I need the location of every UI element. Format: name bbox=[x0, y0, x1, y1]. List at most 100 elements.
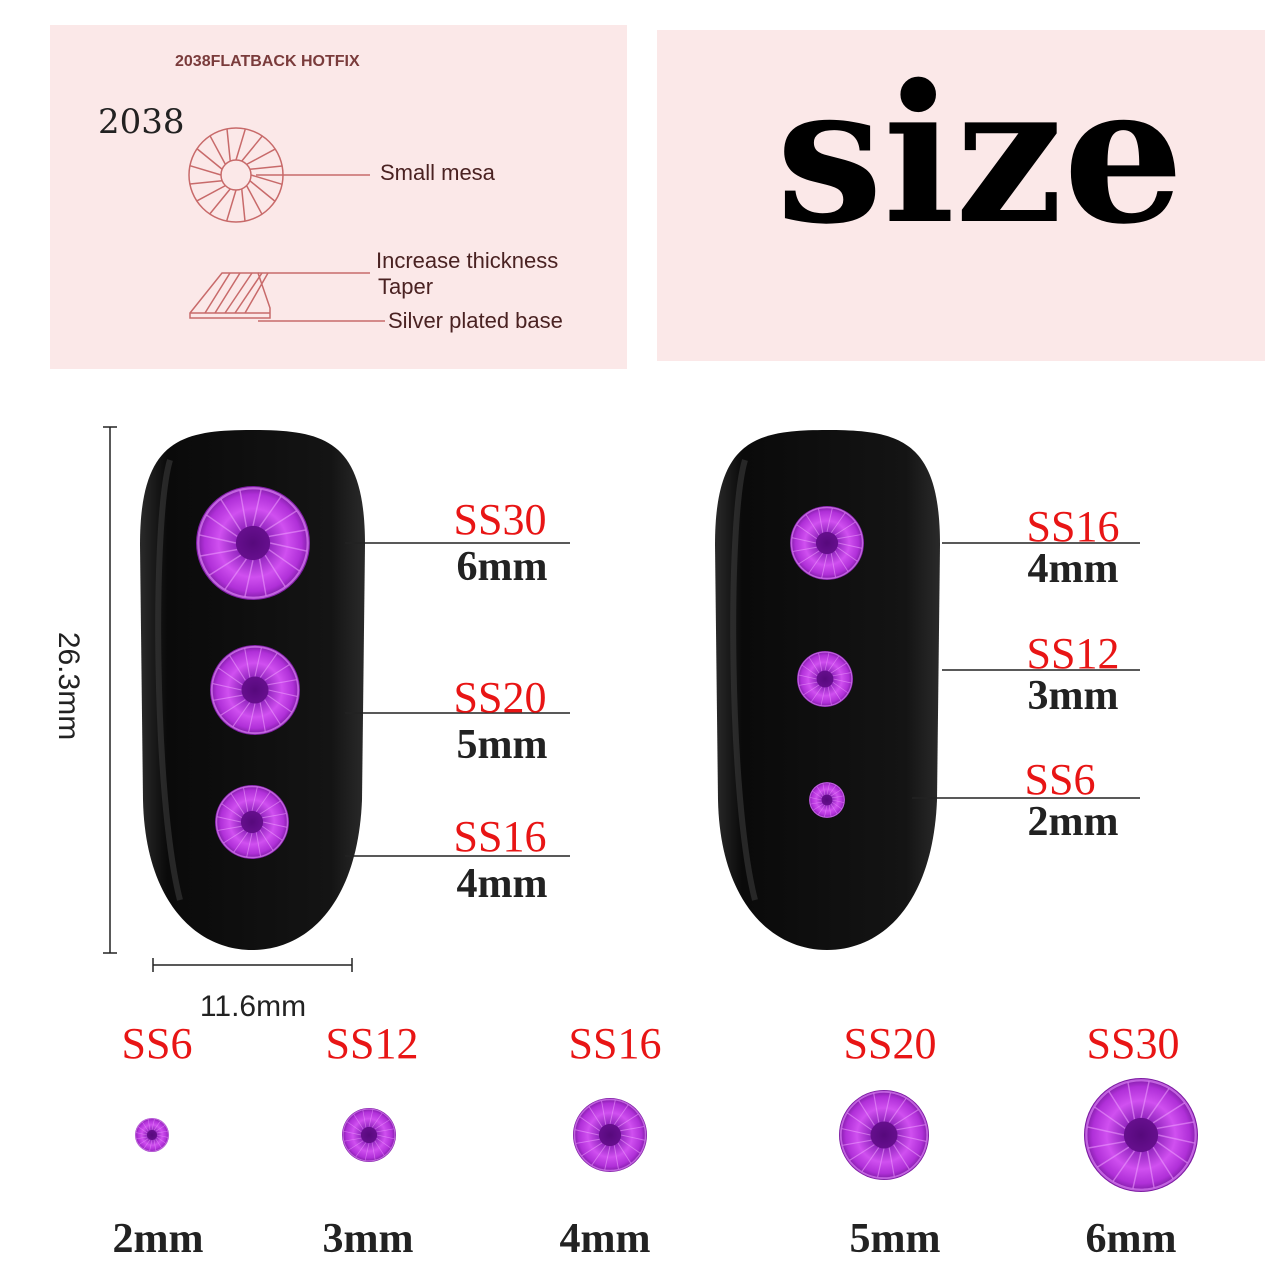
side-view-diagram bbox=[189, 272, 385, 322]
gem-facet bbox=[581, 1142, 603, 1157]
gem-facet bbox=[831, 801, 842, 810]
nail-left-code: SS16 bbox=[453, 812, 547, 861]
size-row-code: SS12 bbox=[325, 1019, 419, 1068]
gem-facet bbox=[371, 1112, 383, 1128]
nail-right-size: 2mm bbox=[1027, 799, 1119, 845]
gem-facet bbox=[244, 648, 251, 678]
gem-facet bbox=[888, 1147, 895, 1177]
nail-highlight bbox=[155, 459, 183, 901]
gem-facet bbox=[246, 832, 253, 857]
diagram-panel bbox=[50, 25, 627, 369]
gem-facet bbox=[224, 558, 248, 590]
dimension-lines bbox=[103, 426, 353, 972]
gem-facet bbox=[858, 1100, 875, 1126]
gem-facet bbox=[1087, 1126, 1125, 1136]
gem-facet bbox=[897, 1134, 927, 1142]
gem-facet bbox=[264, 510, 297, 532]
gem-facet bbox=[1112, 1150, 1136, 1182]
gem-facet bbox=[1108, 1091, 1130, 1124]
nail-left-size: 4mm bbox=[456, 861, 548, 907]
gem-facet bbox=[251, 787, 258, 812]
gem-facet bbox=[213, 694, 243, 701]
size-row-size: 6mm bbox=[1085, 1216, 1177, 1262]
gem-rim bbox=[215, 785, 289, 859]
rhinestone bbox=[573, 1098, 647, 1172]
gem-facet bbox=[355, 1142, 367, 1158]
rhinestone bbox=[135, 1118, 169, 1152]
gem-facet bbox=[348, 1140, 364, 1151]
rhinestone bbox=[839, 1090, 929, 1180]
gem-facet bbox=[346, 1121, 362, 1133]
gem-facet bbox=[818, 508, 824, 533]
gem-facet bbox=[883, 1092, 891, 1122]
size-row-size: 2mm bbox=[112, 1216, 204, 1262]
gem-rim bbox=[809, 782, 845, 818]
gem-facet bbox=[893, 1109, 919, 1126]
gem-facet bbox=[810, 686, 823, 702]
gem-facet bbox=[826, 783, 830, 795]
gem-facet bbox=[138, 1138, 149, 1145]
nail-width-label: 11.6mm bbox=[199, 990, 307, 1023]
gem-rim bbox=[210, 645, 300, 735]
gem-facet bbox=[824, 805, 828, 817]
gem-facet bbox=[220, 699, 246, 716]
gem-facet bbox=[136, 1136, 148, 1140]
facet-line bbox=[240, 188, 246, 222]
gem-facet bbox=[826, 508, 833, 533]
facet-line bbox=[226, 128, 232, 162]
gem-facet bbox=[149, 1140, 153, 1152]
gem-facet bbox=[824, 652, 830, 671]
gem-facet bbox=[828, 785, 837, 796]
gem-facet bbox=[812, 790, 823, 799]
gem-facet bbox=[268, 529, 306, 538]
gem-facet bbox=[143, 1139, 151, 1150]
gem-rim bbox=[573, 1098, 647, 1172]
facet-line bbox=[204, 272, 231, 314]
gem-facet bbox=[810, 801, 823, 805]
gem-facet bbox=[579, 1116, 601, 1132]
gem-rim bbox=[797, 651, 853, 707]
gem-facet bbox=[609, 1100, 616, 1125]
gem-facet bbox=[847, 1112, 872, 1131]
gem-table bbox=[1123, 1117, 1159, 1153]
gem-facet bbox=[896, 1139, 921, 1158]
size-row-size: 4mm bbox=[559, 1216, 651, 1262]
gem-facet bbox=[157, 1134, 169, 1138]
gem-facet bbox=[206, 514, 238, 538]
gem-facet bbox=[151, 1118, 155, 1130]
gem-facet bbox=[264, 664, 290, 681]
callout-taper: Taper bbox=[378, 274, 434, 299]
gem-facet bbox=[223, 829, 245, 844]
gem-facet bbox=[813, 803, 824, 811]
gem-table bbox=[815, 531, 839, 555]
facet-line bbox=[241, 135, 263, 162]
facet-line bbox=[249, 180, 276, 202]
facet-line bbox=[209, 135, 227, 165]
gem-facet bbox=[1156, 1121, 1194, 1130]
gem-facet bbox=[617, 1113, 639, 1128]
gem-facet bbox=[805, 514, 820, 536]
gem-facet bbox=[156, 1130, 168, 1134]
gem-facet bbox=[837, 534, 862, 540]
gem-facet bbox=[830, 553, 836, 578]
gem-facet bbox=[613, 1145, 619, 1170]
gem-facet bbox=[1127, 1082, 1136, 1120]
facet-line bbox=[189, 179, 223, 185]
gem-facet bbox=[818, 653, 823, 672]
nail-left-size: 6mm bbox=[456, 544, 548, 590]
gem-facet bbox=[830, 512, 846, 534]
gem-facet bbox=[255, 832, 261, 857]
gem-facet bbox=[617, 1142, 632, 1164]
nail-right-code: SS16 bbox=[1026, 502, 1120, 551]
facet-line bbox=[250, 174, 283, 186]
gem-facet bbox=[1132, 1151, 1142, 1189]
gem-table bbox=[146, 1129, 158, 1141]
gem-facet bbox=[142, 1121, 149, 1132]
gem-facet bbox=[601, 1100, 607, 1125]
gem-facet bbox=[371, 1142, 376, 1160]
gem-facet bbox=[1146, 1088, 1170, 1120]
gem-facet bbox=[842, 1139, 872, 1146]
diagram-heading: 2038FLATBACK HOTFIX bbox=[175, 53, 360, 70]
gem-facet bbox=[822, 783, 826, 796]
gem-facet bbox=[268, 548, 300, 572]
